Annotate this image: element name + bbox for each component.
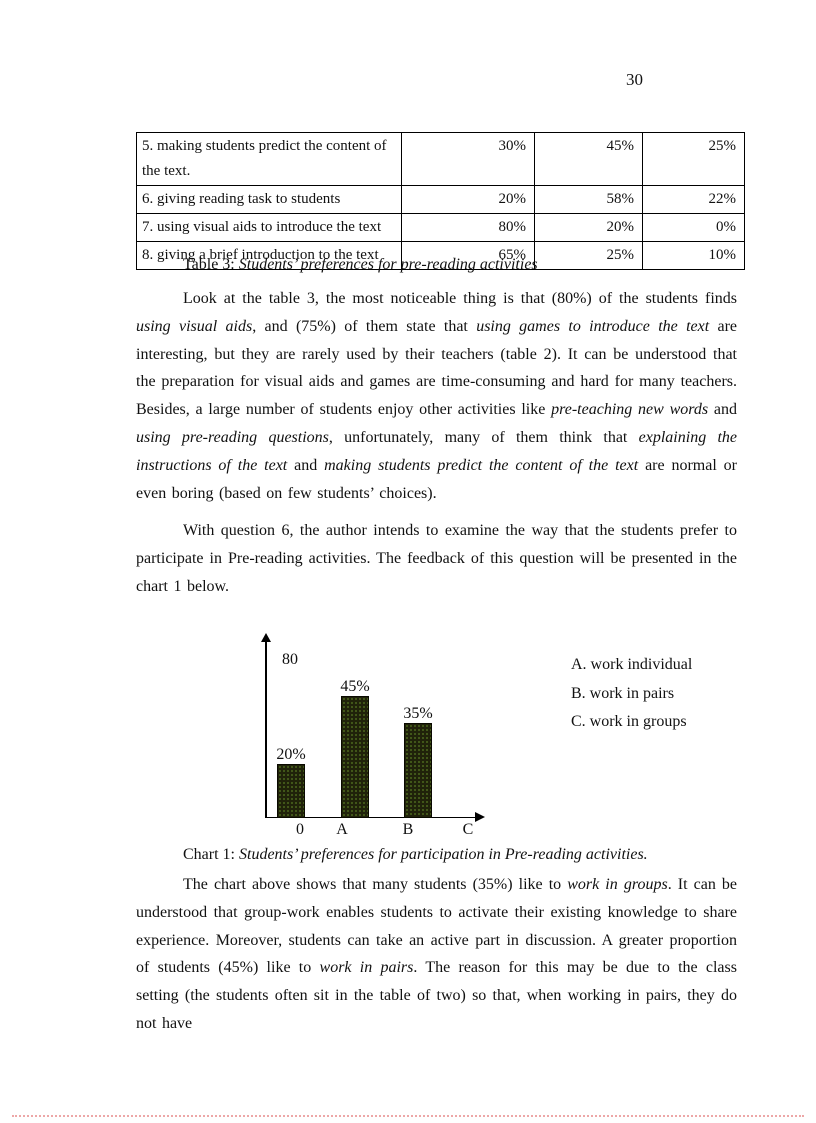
normal-cell: 45% bbox=[534, 132, 643, 186]
y-axis-line bbox=[265, 640, 267, 818]
bar-work-in-pairs bbox=[341, 696, 369, 818]
bar-value-label: 20% bbox=[276, 746, 306, 763]
x-tick-label: A bbox=[336, 821, 348, 838]
activity-cell: 5. making students predict the content o… bbox=[136, 132, 402, 186]
x-tick-label: B bbox=[402, 821, 414, 838]
chart-caption: Chart 1: Students’ preferences for parti… bbox=[136, 846, 737, 864]
chart-caption-prefix: Chart 1: bbox=[183, 846, 239, 863]
boring-cell: 10% bbox=[642, 241, 745, 270]
chart-caption-title: Students’ preferences for participation … bbox=[239, 846, 648, 863]
pre-reading-activities-table: 5. making students predict the content o… bbox=[136, 132, 745, 270]
interesting-cell: 20% bbox=[401, 185, 535, 214]
x-tick-label: C bbox=[462, 821, 474, 838]
x-axis-arrow-icon bbox=[475, 812, 485, 822]
bar-value-label: 35% bbox=[403, 705, 433, 722]
normal-cell: 58% bbox=[534, 185, 643, 214]
bar-work-in-groups bbox=[404, 723, 432, 818]
interesting-cell: 30% bbox=[401, 132, 535, 186]
chart-legend: A. work individual B. work in pairs C. w… bbox=[571, 651, 692, 737]
legend-item-b: B. work in pairs bbox=[571, 684, 675, 702]
x-tick-label: 0 bbox=[296, 821, 304, 838]
paragraph-chart-analysis: The chart above shows that many students… bbox=[136, 876, 738, 1032]
table-caption: Table 3: Students’ preferences for pre-r… bbox=[136, 256, 737, 274]
table-caption-title: Students’ preferences for pre-reading ac… bbox=[238, 256, 538, 273]
boring-cell: 25% bbox=[642, 132, 745, 186]
y-axis-arrow-icon bbox=[261, 633, 271, 642]
legend-item-c: C. work in groups bbox=[571, 713, 687, 730]
table-row: 6. giving reading task to students 20% 5… bbox=[136, 185, 745, 214]
activity-cell: 8. giving a brief introduction to the te… bbox=[136, 241, 402, 270]
paragraph-table-analysis: Look at the table 3, the most noticeable… bbox=[136, 290, 738, 502]
activity-cell: 7. using visual aids to introduce the te… bbox=[136, 213, 402, 242]
legend-item-a: A. work individual bbox=[571, 656, 693, 673]
paragraph-question-6: With question 6, the author intends to e… bbox=[136, 522, 737, 595]
footer-dotted-rule bbox=[12, 1115, 804, 1117]
bar-chart: 80 20% 45% 35% 0 A B C bbox=[261, 633, 565, 840]
table-caption-prefix: Table 3: bbox=[183, 256, 239, 273]
table-row: 5. making students predict the content o… bbox=[136, 132, 745, 186]
y-axis-max-label: 80 bbox=[282, 651, 298, 668]
bar-value-label: 45% bbox=[340, 678, 370, 695]
boring-cell: 0% bbox=[642, 213, 745, 242]
bar-group-c: 35% bbox=[403, 705, 433, 818]
bar-group-b: 45% bbox=[340, 678, 370, 818]
activity-cell: 6. giving reading task to students bbox=[136, 185, 402, 214]
boring-cell: 22% bbox=[642, 185, 745, 214]
table-row: 7. using visual aids to introduce the te… bbox=[136, 213, 745, 242]
interesting-cell: 80% bbox=[401, 213, 535, 242]
normal-cell: 20% bbox=[534, 213, 643, 242]
bar-group-a: 20% bbox=[276, 746, 306, 818]
interesting-cell: 65% bbox=[401, 241, 535, 270]
x-axis-line bbox=[265, 816, 477, 819]
table-row: 8. giving a brief introduction to the te… bbox=[136, 241, 745, 270]
page-number: 30 bbox=[626, 70, 643, 89]
bar-work-individual bbox=[277, 764, 305, 818]
